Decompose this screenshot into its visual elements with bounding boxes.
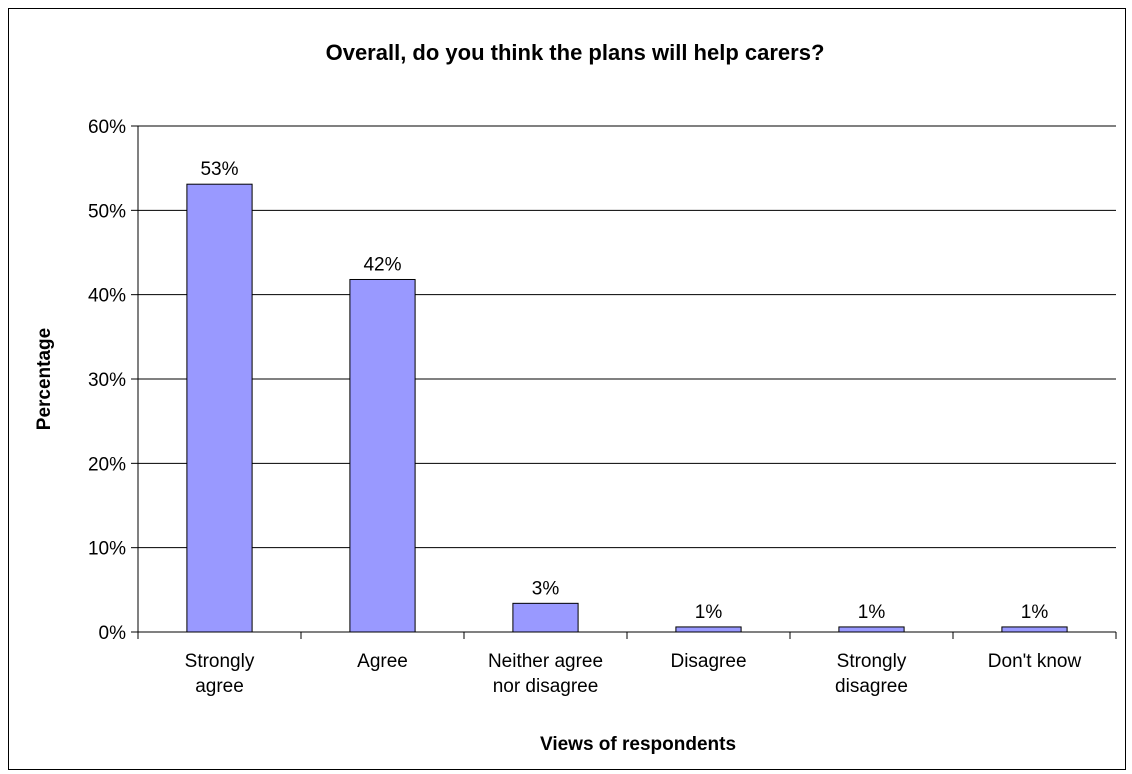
x-tick-label: Strongly bbox=[185, 651, 255, 672]
bars bbox=[186, 183, 1068, 633]
chart-title: Overall, do you think the plans will hel… bbox=[326, 40, 825, 65]
gridlines bbox=[138, 125, 1116, 549]
bar bbox=[838, 626, 905, 633]
bar bbox=[349, 278, 416, 633]
data-label: 1% bbox=[695, 602, 723, 623]
x-tick-label: Agree bbox=[357, 651, 408, 672]
y-tick-label: 0% bbox=[99, 623, 127, 644]
y-tick-label: 50% bbox=[88, 201, 126, 222]
x-tick-label: disagree bbox=[835, 676, 908, 697]
y-tick-label: 60% bbox=[88, 117, 126, 138]
bar bbox=[1001, 626, 1068, 633]
data-label: 42% bbox=[363, 254, 401, 275]
x-tick-label: nor disagree bbox=[493, 676, 599, 697]
axes bbox=[131, 125, 1117, 639]
bar bbox=[512, 602, 579, 633]
data-label: 3% bbox=[532, 578, 560, 599]
data-label: 53% bbox=[200, 159, 238, 180]
x-tick-label: Don't know bbox=[988, 651, 1082, 672]
bar bbox=[675, 626, 742, 633]
data-label: 1% bbox=[1021, 602, 1049, 623]
y-tick-label: 30% bbox=[88, 370, 126, 391]
bar bbox=[186, 183, 253, 633]
labels: 0% 10% 20% 30% 40% 50% 60% 53% Strongly agree 42% A… bbox=[88, 117, 1082, 697]
x-tick-label: agree bbox=[195, 676, 244, 697]
x-tick-label: Disagree bbox=[670, 651, 746, 672]
y-tick-label: 10% bbox=[88, 539, 126, 560]
y-tick-label: 20% bbox=[88, 454, 126, 475]
x-tick-label: Neither agree bbox=[488, 651, 603, 672]
x-tick-label: Strongly bbox=[837, 651, 907, 672]
data-label: 1% bbox=[858, 602, 886, 623]
x-axis-title: Views of respondents bbox=[540, 734, 736, 755]
y-axis-title: Percentage bbox=[34, 328, 55, 430]
y-tick-label: 40% bbox=[88, 286, 126, 307]
